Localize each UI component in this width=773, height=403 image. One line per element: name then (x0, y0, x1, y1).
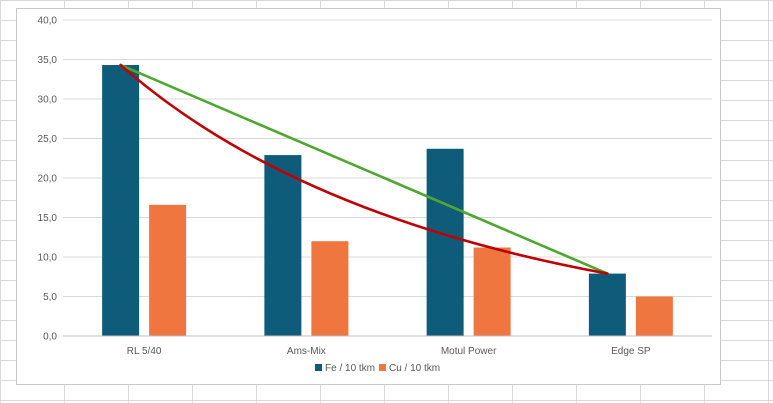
x-tick-label: RL 5/40 (127, 346, 162, 357)
x-tick-label: Edge SP (611, 346, 651, 357)
y-tick-label: 10,0 (38, 253, 58, 264)
y-tick-label: 30,0 (38, 95, 58, 106)
bar-cu[interactable] (311, 241, 349, 336)
trendline-linear (119, 63, 609, 275)
bar-fe[interactable] (588, 273, 626, 336)
bar-cu[interactable] (149, 204, 187, 336)
y-tick-label: 35,0 (38, 55, 58, 66)
chart-area[interactable]: 0,0 5,0 10,0 15,0 20,0 25,0 30,0 35,0 40,0 RL 5/4… (16, 8, 721, 385)
y-tick-label: 0,0 (43, 332, 57, 343)
legend-swatch-fe (315, 364, 322, 371)
bar-chart: 0,0 5,0 10,0 15,0 20,0 25,0 30,0 35,0 40,0 RL 5/4… (38, 16, 712, 374)
y-tick-label: 15,0 (38, 213, 58, 224)
y-tick-label: 25,0 (38, 134, 58, 145)
x-tick-label: Motul Power (441, 346, 497, 357)
legend-label-cu: Cu / 10 tkm (389, 363, 440, 374)
y-tick-label: 40,0 (38, 16, 58, 27)
bar-cu[interactable] (473, 247, 511, 336)
bar-cu[interactable] (635, 296, 673, 337)
bar-fe[interactable] (102, 65, 140, 336)
bar-fe[interactable] (426, 148, 464, 336)
y-tick-label: 5,0 (43, 292, 57, 303)
x-tick-label: Ams-Mix (287, 346, 326, 357)
legend-swatch-cu (379, 364, 386, 371)
bar-fe[interactable] (264, 155, 302, 336)
y-tick-label: 20,0 (38, 174, 58, 185)
legend-label-fe: Fe / 10 tkm (325, 363, 375, 374)
trendline-curved (119, 63, 609, 275)
